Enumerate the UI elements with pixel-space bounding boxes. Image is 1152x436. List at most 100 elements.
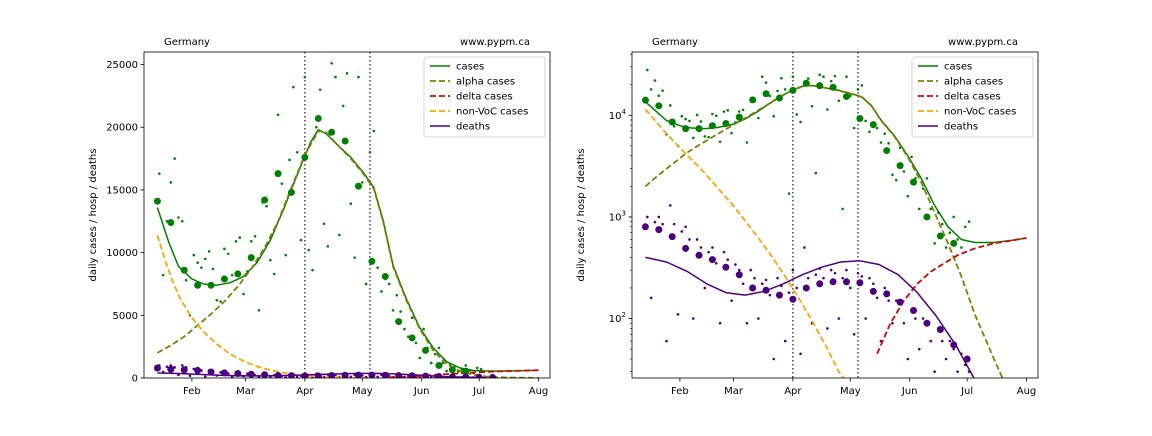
daily-point bbox=[741, 282, 745, 286]
daily-point bbox=[944, 357, 948, 361]
daily-point bbox=[303, 75, 307, 79]
daily-point bbox=[284, 253, 288, 257]
weekly-point bbox=[462, 367, 470, 375]
daily-point bbox=[826, 327, 829, 330]
weekly-point bbox=[314, 114, 322, 122]
weekly-point bbox=[789, 86, 797, 94]
weekly-point bbox=[816, 280, 824, 288]
weekly-point bbox=[167, 219, 175, 227]
weekly-point bbox=[395, 372, 403, 378]
daily-point bbox=[929, 207, 933, 211]
daily-point bbox=[173, 157, 176, 160]
y-tick-label: 102 bbox=[609, 311, 626, 325]
daily-point bbox=[253, 235, 257, 238]
daily-point bbox=[414, 341, 418, 345]
daily-point bbox=[338, 233, 341, 237]
daily-point bbox=[768, 293, 772, 297]
daily-point bbox=[967, 220, 971, 223]
daily-point bbox=[956, 370, 959, 373]
daily-point bbox=[718, 140, 722, 144]
daily-point bbox=[676, 313, 680, 316]
daily-point bbox=[852, 332, 856, 336]
weekly-point bbox=[408, 372, 416, 378]
daily-point bbox=[891, 321, 894, 325]
weekly-point bbox=[910, 307, 918, 315]
daily-point bbox=[215, 298, 219, 302]
legend-label: non-VoC cases bbox=[456, 107, 528, 118]
daily-point bbox=[776, 89, 779, 93]
daily-point bbox=[921, 317, 925, 320]
daily-point bbox=[757, 116, 760, 120]
legend-label: cases bbox=[456, 62, 484, 73]
daily-point bbox=[341, 104, 345, 108]
daily-point bbox=[707, 250, 710, 254]
y-tick-label: 10000 bbox=[106, 248, 138, 259]
daily-point bbox=[169, 181, 173, 184]
daily-point bbox=[226, 252, 230, 256]
chart-panel-left: Feb Mar Apr May Jun Jul Aug 0 5000 10000 15000 2000… bbox=[88, 37, 551, 397]
weekly-point bbox=[775, 94, 783, 102]
daily-point bbox=[864, 119, 867, 123]
weekly-point bbox=[475, 373, 483, 378]
weekly-point bbox=[247, 254, 255, 262]
daily-point bbox=[783, 339, 787, 343]
daily-point bbox=[177, 216, 180, 219]
weekly-point bbox=[247, 370, 255, 378]
weekly-point bbox=[422, 346, 430, 354]
plot-area bbox=[641, 52, 1027, 378]
weekly-point bbox=[655, 226, 663, 234]
daily-point bbox=[783, 88, 787, 91]
daily-point bbox=[330, 61, 333, 65]
daily-point bbox=[933, 370, 936, 373]
daily-point bbox=[387, 282, 391, 286]
daily-point bbox=[672, 124, 676, 128]
daily-point bbox=[391, 308, 395, 312]
daily-point bbox=[230, 273, 234, 277]
weekly-point bbox=[167, 365, 175, 373]
panel-title-left: Germany bbox=[652, 37, 698, 48]
legend: cases alpha cases delta cases non-VoC cases… bbox=[911, 56, 1034, 138]
daily-point bbox=[791, 268, 795, 272]
legend-label: alpha cases bbox=[456, 77, 515, 88]
daily-point bbox=[649, 296, 653, 300]
daily-point bbox=[914, 317, 917, 320]
weekly-point bbox=[234, 369, 242, 377]
daily-point bbox=[864, 317, 867, 320]
panel-title-left: Germany bbox=[164, 37, 210, 48]
daily-point bbox=[799, 352, 802, 356]
daily-point bbox=[196, 261, 199, 264]
daily-point bbox=[737, 268, 741, 272]
y-tick-label: 0 bbox=[132, 374, 138, 385]
daily-point bbox=[657, 94, 661, 98]
daily-point bbox=[669, 204, 672, 207]
weekly-point bbox=[328, 371, 336, 378]
daily-point bbox=[917, 207, 921, 211]
weekly-point bbox=[883, 290, 891, 298]
legend-box bbox=[911, 56, 1034, 138]
daily-point bbox=[757, 317, 760, 320]
weekly-point bbox=[910, 178, 918, 186]
daily-point bbox=[437, 346, 441, 350]
series-line-alpha-cases bbox=[156, 130, 539, 378]
daily-point bbox=[745, 321, 749, 325]
daily-point bbox=[952, 215, 956, 219]
weekly-point bbox=[936, 232, 944, 240]
daily-point bbox=[795, 113, 798, 116]
daily-point bbox=[695, 113, 699, 117]
daily-point bbox=[188, 374, 192, 378]
weekly-point bbox=[923, 213, 931, 221]
daily-point bbox=[223, 247, 226, 251]
daily-point bbox=[891, 173, 894, 177]
daily-point bbox=[684, 225, 687, 229]
daily-point bbox=[921, 187, 925, 190]
daily-point bbox=[803, 246, 806, 249]
daily-point bbox=[322, 222, 326, 226]
daily-point bbox=[661, 89, 664, 92]
daily-point bbox=[699, 246, 703, 249]
daily-point bbox=[376, 266, 379, 269]
daily-point bbox=[653, 220, 657, 224]
daily-point bbox=[944, 246, 948, 249]
weekly-point bbox=[261, 371, 269, 378]
weekly-point bbox=[314, 372, 322, 378]
